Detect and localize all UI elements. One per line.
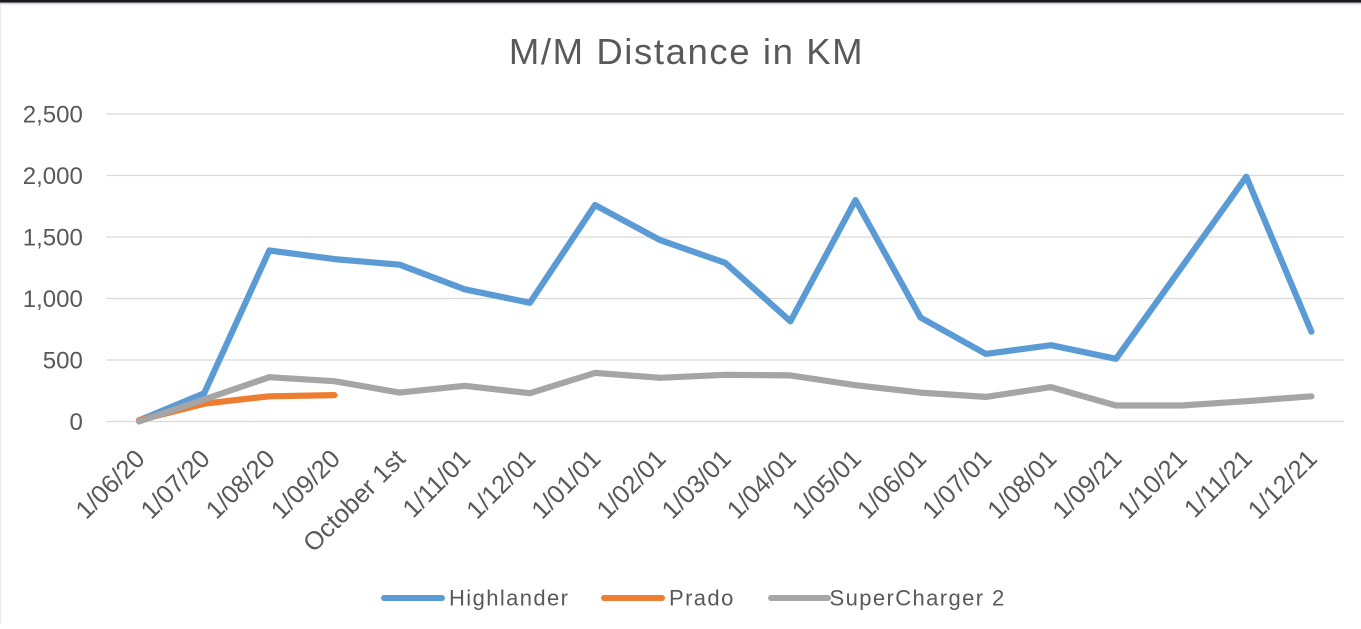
svg-text:SuperCharger 2: SuperCharger 2	[830, 586, 1006, 611]
svg-text:2,000: 2,000	[23, 163, 83, 190]
svg-text:1,500: 1,500	[23, 225, 83, 252]
svg-text:Highlander: Highlander	[449, 586, 569, 611]
svg-text:Prado: Prado	[669, 586, 735, 611]
svg-text:1,000: 1,000	[23, 286, 83, 313]
svg-text:500: 500	[43, 348, 83, 375]
svg-text:0: 0	[69, 409, 82, 436]
svg-text:M/M Distance in KM: M/M Distance in KM	[509, 31, 864, 72]
svg-text:2,500: 2,500	[23, 102, 83, 129]
